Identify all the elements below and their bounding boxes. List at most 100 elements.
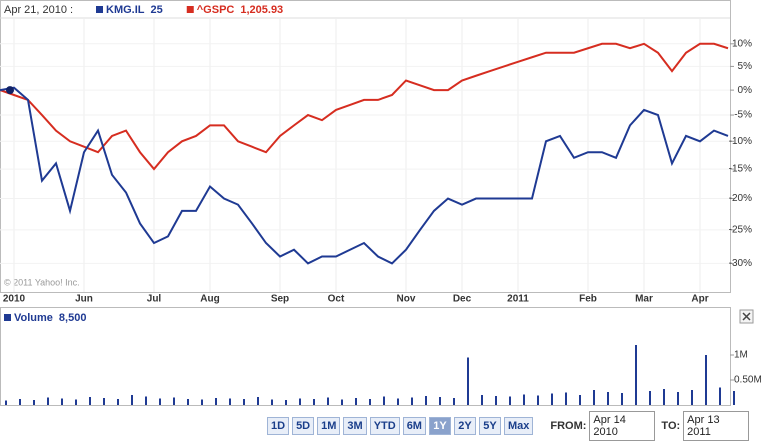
volume-bar xyxy=(5,400,7,405)
range-button[interactable]: Max xyxy=(503,417,534,435)
range-button[interactable]: 5D xyxy=(292,417,315,435)
x-tick-label: Apr xyxy=(691,294,708,305)
volume-bar xyxy=(467,357,469,405)
main-frame xyxy=(0,0,731,293)
range-button[interactable]: 2Y xyxy=(453,417,476,435)
range-button[interactable]: 5Y xyxy=(478,417,501,435)
y-tick-label: -25% xyxy=(729,225,752,236)
volume-bar xyxy=(453,398,455,405)
legend-label: Volume xyxy=(14,312,53,324)
range-button[interactable]: YTD xyxy=(369,417,400,435)
date-label: Apr 21, 2010 : xyxy=(4,4,73,16)
volume-bar xyxy=(103,398,105,405)
to-date-input[interactable]: Apr 13 2011 xyxy=(683,411,750,441)
from-date-input[interactable]: Apr 14 2010 xyxy=(589,411,656,441)
volume-bar xyxy=(257,397,259,405)
volume-bar xyxy=(327,397,329,405)
volume-bar xyxy=(733,391,735,405)
range-button[interactable]: 3M xyxy=(343,417,367,435)
from-label: FROM: xyxy=(550,420,587,432)
volume-bar xyxy=(523,394,525,405)
y-tick-label: -15% xyxy=(729,164,752,175)
x-tick-label: 2011 xyxy=(507,294,529,305)
volume-bar xyxy=(635,345,637,405)
volume-bar xyxy=(355,398,357,405)
volume-bar xyxy=(75,399,77,405)
volume-bar xyxy=(383,396,385,405)
volume-bar xyxy=(579,395,581,405)
x-tick-label: Jun xyxy=(75,294,93,305)
legend-quote: 8,500 xyxy=(59,312,87,324)
volume-bar xyxy=(397,398,399,405)
volume-bar xyxy=(19,399,21,405)
y-tick-label: -5% xyxy=(734,110,752,121)
volume-bar xyxy=(551,393,553,405)
y-tick-label: -30% xyxy=(729,258,752,269)
volume-bar xyxy=(677,392,679,405)
volume-bar xyxy=(369,399,371,405)
volume-bar xyxy=(117,399,119,405)
chart: Apr 21, 2010 : © 2011 Yahoo! Inc. 2010 Ju… xyxy=(0,0,762,406)
x-tick-label: Nov xyxy=(397,294,416,305)
y-tick-label: 5% xyxy=(738,61,753,72)
volume-bar xyxy=(607,392,609,405)
volume-bar xyxy=(187,399,189,405)
x-tick-label: Mar xyxy=(635,294,653,305)
close-button[interactable] xyxy=(739,309,754,324)
volume-bar xyxy=(215,398,217,405)
x-tick-label: Oct xyxy=(328,294,345,305)
legend-quote: 25 xyxy=(151,4,163,16)
x-tick-label: Sep xyxy=(271,294,289,305)
volume-bar xyxy=(649,391,651,405)
legend-label: ^GSPC xyxy=(197,4,235,16)
to-label: TO: xyxy=(661,420,681,432)
volume-bar xyxy=(89,397,91,405)
volume-bar xyxy=(229,398,231,405)
volume-bar xyxy=(425,396,427,405)
volume-bar xyxy=(33,400,35,405)
volume-bar xyxy=(621,393,623,405)
range-button[interactable]: 6M xyxy=(402,417,426,435)
volume-bar xyxy=(243,399,245,405)
volume-bar xyxy=(663,389,665,405)
volume-bar xyxy=(131,395,133,405)
volume-bar xyxy=(593,390,595,405)
volume-bar xyxy=(341,399,343,405)
volume-bar xyxy=(313,399,315,405)
volume-bar xyxy=(495,396,497,405)
legend-swatch xyxy=(4,314,11,321)
x-tick-label: Jul xyxy=(147,294,162,305)
controls: 1D 5D 1M 3M YTD 6M 1Y 2Y 5Y Max FROM: Apr 14 2010 TO… xyxy=(267,411,750,441)
volume-bar xyxy=(691,390,693,405)
volume-bar xyxy=(271,399,273,405)
volume-bar xyxy=(481,395,483,405)
y-tick-label: 1M xyxy=(734,350,748,361)
series-line xyxy=(0,42,729,171)
y-tick-label: 0% xyxy=(738,85,753,96)
volume-bar xyxy=(285,400,287,405)
volume-bar xyxy=(145,396,147,405)
volume-bar xyxy=(509,396,511,405)
range-button[interactable]: 1Y xyxy=(428,417,451,435)
volume-bar xyxy=(159,398,161,405)
y-tick-label: -20% xyxy=(729,193,752,204)
range-button[interactable]: 1D xyxy=(267,417,290,435)
volume-bar xyxy=(537,395,539,405)
volume-bar xyxy=(705,355,707,405)
legend-label: KMG.IL xyxy=(106,4,145,16)
volume-bar xyxy=(565,392,567,405)
series-line xyxy=(0,86,729,265)
y-tick-label: -10% xyxy=(729,136,752,147)
volume-bar xyxy=(47,397,49,405)
volume-bar xyxy=(299,398,301,405)
volume-bar xyxy=(719,387,721,405)
copyright: © 2011 Yahoo! Inc. xyxy=(4,277,80,287)
start-marker xyxy=(6,86,14,95)
x-tick-label: Dec xyxy=(453,294,472,305)
volume-bar xyxy=(201,399,203,405)
legend-swatch xyxy=(96,6,103,13)
x-tick-label: 2010 xyxy=(3,294,26,305)
range-button[interactable]: 1M xyxy=(317,417,341,435)
y-tick-label: 0.50M xyxy=(734,375,762,386)
